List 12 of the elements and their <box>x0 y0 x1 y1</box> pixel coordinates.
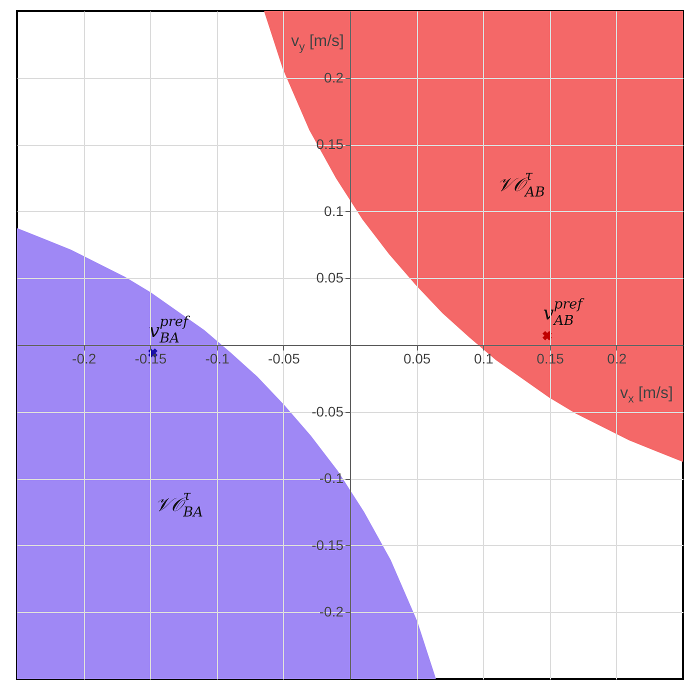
y-tick-label: -0.15 <box>312 536 344 553</box>
x-tick-label: -0.1 <box>205 350 230 366</box>
x-tick-label: -0.15 <box>134 350 167 366</box>
x-tick-label: 0.05 <box>403 350 431 366</box>
y-tick-label: -0.1 <box>319 470 344 486</box>
y-tick-label: -0.2 <box>319 604 344 620</box>
y-tick-label: 0.05 <box>316 270 344 286</box>
x-tick-label: 0.1 <box>474 350 494 366</box>
y-tick-label: -0.05 <box>312 403 344 420</box>
x-tick-label: -0.2 <box>72 350 96 366</box>
x-tick-label: -0.05 <box>268 350 300 366</box>
y-tick-label: 0.1 <box>324 202 344 219</box>
